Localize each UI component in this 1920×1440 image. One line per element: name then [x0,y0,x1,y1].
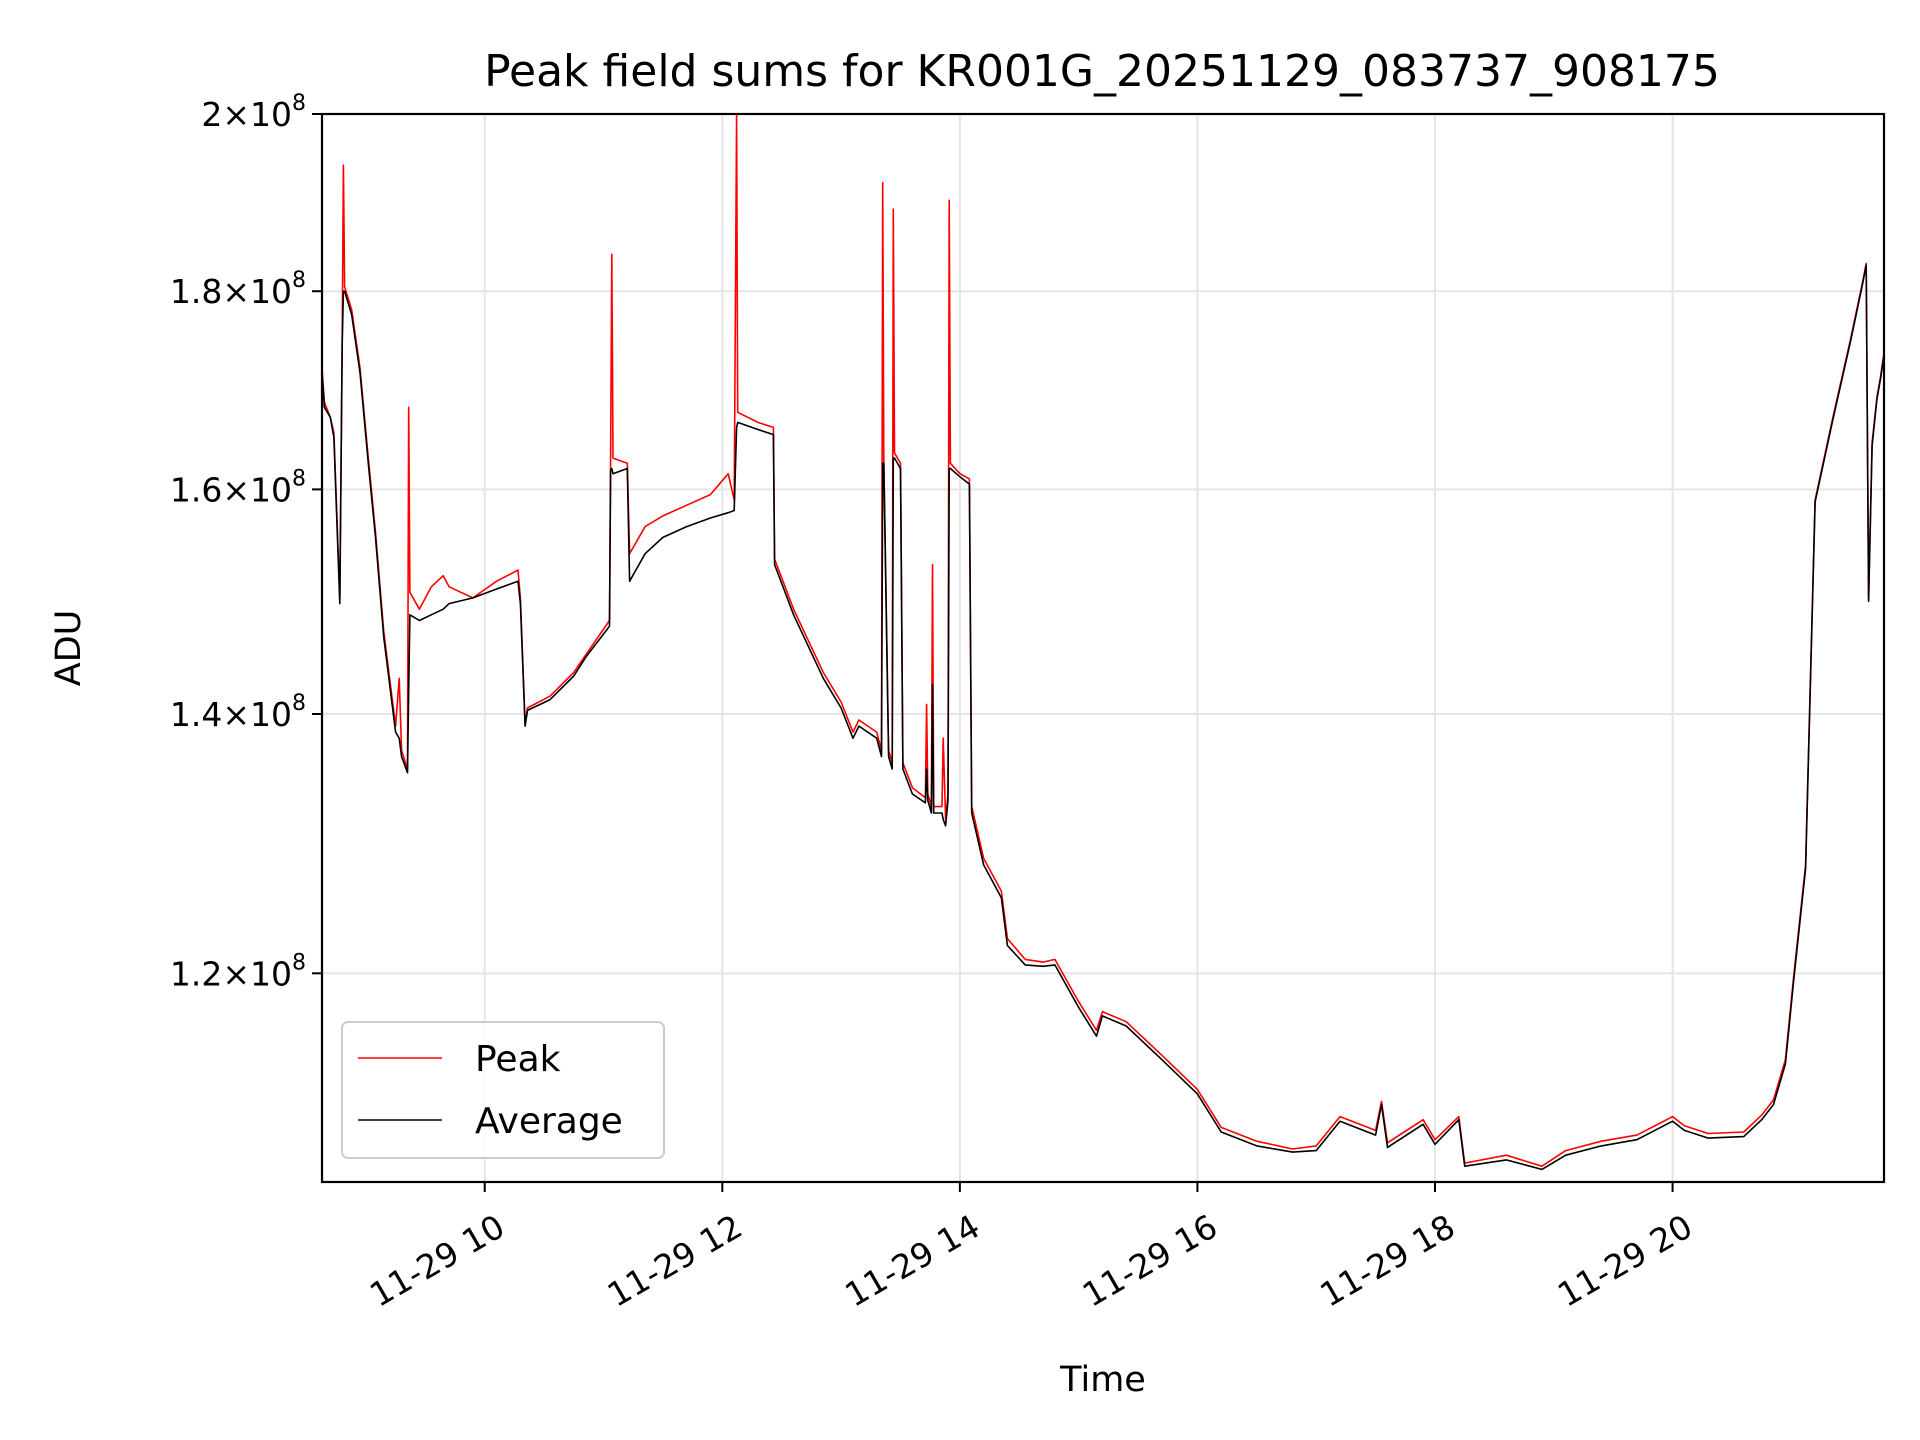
legend-box [341,1021,665,1159]
y-tick-times: × [222,470,250,509]
y-tick-mantissa: 1.4 [170,695,222,734]
series-line-average [321,264,1885,1171]
y-axis-label: ADU [49,610,89,687]
series-line-peak [321,113,1885,1167]
y-tick-mantissa: 1.6 [170,470,222,509]
y-tick-label: 1.8×108 [170,268,306,311]
legend-average-label: Average [475,1101,623,1142]
legend: Peak Average [341,1021,665,1159]
y-tick-label: 1.4×108 [170,691,306,734]
y-tick-exponent: 8 [292,268,306,293]
y-tick-base: 10 [250,470,292,509]
y-tick-label: 1.6×108 [170,466,306,509]
y-tick-mantissa: 1.8 [170,272,222,311]
y-tick-exponent: 8 [292,91,306,116]
y-tick-base: 10 [250,272,292,311]
y-tick-times: × [222,695,250,734]
y-tick-mantissa: 1.2 [170,954,222,993]
y-tick-base: 10 [250,954,292,993]
y-tick-label: 1.2×108 [170,950,306,993]
legend-peak-label: Peak [475,1039,561,1080]
y-tick-base: 10 [250,95,292,134]
y-tick-base: 10 [250,695,292,734]
y-tick-mantissa: 2 [201,95,222,134]
y-tick-times: × [222,95,250,134]
y-tick-exponent: 8 [292,950,306,975]
plot-frame [320,112,1886,1184]
y-tick-exponent: 8 [292,466,306,491]
x-axis-label: Time [1059,1360,1146,1400]
y-tick-times: × [222,954,250,993]
chart-title: Peak field sums for KR001G_20251129_0837… [484,46,1720,97]
y-tick-times: × [222,272,250,311]
y-tick-exponent: 8 [292,691,306,716]
plot-area [321,113,1885,1171]
y-tick-label: 2×108 [201,91,306,134]
